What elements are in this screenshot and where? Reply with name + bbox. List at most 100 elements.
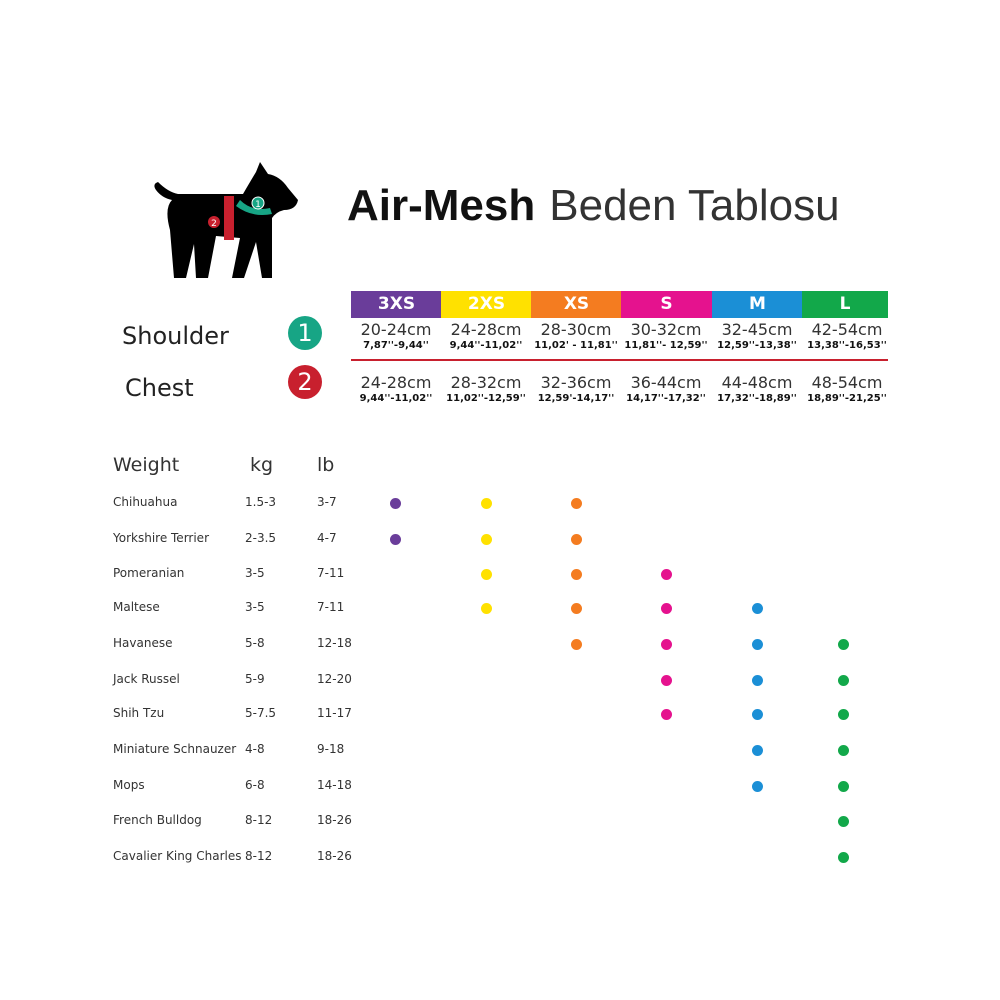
breed-kg: 2-3.5 bbox=[245, 531, 277, 545]
chest-in: 9,44''-11,02'' bbox=[359, 393, 433, 404]
breed-name: Cavalier King Charles bbox=[113, 849, 242, 863]
size-dot-L bbox=[838, 675, 849, 686]
breed-name: Miniature Schnauzer bbox=[113, 742, 237, 756]
shoulder-cm: 28-30cm bbox=[540, 320, 612, 339]
shoulder-badge: 1 bbox=[288, 316, 322, 350]
dog-illustration: 1 2 bbox=[154, 162, 298, 278]
chest-in: 12,59'-14,17'' bbox=[537, 393, 615, 404]
shoulder-in: 9,44''-11,02'' bbox=[449, 340, 523, 351]
chest-in: 17,32''-18,89'' bbox=[717, 393, 797, 404]
breed-kg: 3-5 bbox=[245, 600, 265, 614]
weight-header: Weight bbox=[113, 454, 180, 476]
breed-name: Jack Russel bbox=[113, 672, 180, 686]
size-header-2XS: 2XS bbox=[441, 291, 532, 318]
size-header-3XS: 3XS bbox=[351, 291, 442, 318]
breed-name: Maltese bbox=[113, 600, 160, 614]
shoulder-in: 12,59''-13,38'' bbox=[717, 340, 797, 351]
size-dot-M bbox=[752, 675, 763, 686]
size-dot-L bbox=[838, 852, 849, 863]
size-dot-M bbox=[752, 781, 763, 792]
shoulder-cm: 24-28cm bbox=[450, 320, 522, 339]
chest-cm: 32-36cm bbox=[540, 373, 612, 392]
chest-in: 18,89''-21,25'' bbox=[807, 393, 887, 404]
shoulder-cm: 30-32cm bbox=[630, 320, 702, 339]
size-dot-S bbox=[661, 675, 672, 686]
divider-line bbox=[351, 359, 888, 361]
breed-kg: 5-7.5 bbox=[245, 706, 277, 720]
size-dot-S bbox=[661, 709, 672, 720]
breed-name: French Bulldog bbox=[113, 813, 202, 827]
page-title: Air-Mesh Beden Tablosu bbox=[347, 180, 840, 231]
size-dot-L bbox=[838, 781, 849, 792]
breed-kg: 8-12 bbox=[245, 849, 273, 863]
chest-label: Chest bbox=[125, 374, 194, 402]
size-dot-XS bbox=[571, 569, 582, 580]
chest-cm: 48-54cm bbox=[811, 373, 883, 392]
size-header-S: S bbox=[621, 291, 712, 318]
lb-header: lb bbox=[317, 454, 335, 476]
breed-lb: 12-18 bbox=[317, 636, 352, 650]
size-dot-XS bbox=[571, 534, 582, 545]
chest-cm: 44-48cm bbox=[721, 373, 793, 392]
breed-lb: 18-26 bbox=[317, 813, 352, 827]
svg-text:1: 1 bbox=[255, 200, 261, 210]
breed-name: Pomeranian bbox=[113, 566, 185, 580]
size-dot-3XS bbox=[390, 498, 401, 509]
breed-name: Mops bbox=[113, 778, 145, 792]
breed-lb: 12-20 bbox=[317, 672, 352, 686]
shoulder-in: 11,81''- 12,59'' bbox=[624, 340, 708, 351]
size-dot-3XS bbox=[390, 534, 401, 545]
chest-in: 14,17''-17,32'' bbox=[626, 393, 706, 404]
size-dot-M bbox=[752, 603, 763, 614]
size-header-L: L bbox=[802, 291, 888, 318]
size-dot-L bbox=[838, 639, 849, 650]
shoulder-cm: 42-54cm bbox=[811, 320, 883, 339]
breed-kg: 1.5-3 bbox=[245, 495, 277, 509]
size-dot-XS bbox=[571, 603, 582, 614]
size-dot-2XS bbox=[481, 569, 492, 580]
shoulder-in: 11,02' - 11,81'' bbox=[534, 340, 618, 351]
size-dot-M bbox=[752, 745, 763, 756]
breed-lb: 7-11 bbox=[317, 566, 345, 580]
breed-name: Shih Tzu bbox=[113, 706, 165, 720]
chest-cm: 28-32cm bbox=[450, 373, 522, 392]
chest-cm: 36-44cm bbox=[630, 373, 702, 392]
breed-lb: 4-7 bbox=[317, 531, 337, 545]
size-header-M: M bbox=[712, 291, 803, 318]
breed-lb: 9-18 bbox=[317, 742, 345, 756]
chest-cm: 24-28cm bbox=[360, 373, 432, 392]
breed-kg: 8-12 bbox=[245, 813, 273, 827]
title-light: Beden Tablosu bbox=[549, 181, 840, 230]
size-header-XS: XS bbox=[531, 291, 622, 318]
size-dot-L bbox=[838, 709, 849, 720]
size-dot-S bbox=[661, 603, 672, 614]
breed-name: Chihuahua bbox=[113, 495, 178, 509]
breed-lb: 7-11 bbox=[317, 600, 345, 614]
breed-kg: 5-8 bbox=[245, 636, 265, 650]
size-dot-M bbox=[752, 639, 763, 650]
breed-lb: 14-18 bbox=[317, 778, 352, 792]
shoulder-in: 7,87''-9,44'' bbox=[363, 340, 429, 351]
size-dot-L bbox=[838, 816, 849, 827]
shoulder-cm: 20-24cm bbox=[360, 320, 432, 339]
breed-lb: 11-17 bbox=[317, 706, 352, 720]
size-dot-S bbox=[661, 639, 672, 650]
size-dot-L bbox=[838, 745, 849, 756]
breed-lb: 18-26 bbox=[317, 849, 352, 863]
breed-lb: 3-7 bbox=[317, 495, 337, 509]
size-dot-2XS bbox=[481, 498, 492, 509]
svg-text:2: 2 bbox=[211, 219, 217, 229]
breed-kg: 5-9 bbox=[245, 672, 265, 686]
shoulder-cm: 32-45cm bbox=[721, 320, 793, 339]
kg-header: kg bbox=[250, 454, 274, 476]
size-dot-M bbox=[752, 709, 763, 720]
chest-badge: 2 bbox=[288, 365, 322, 399]
breed-kg: 4-8 bbox=[245, 742, 265, 756]
title-bold: Air-Mesh bbox=[347, 181, 536, 230]
breed-kg: 6-8 bbox=[245, 778, 265, 792]
size-dot-2XS bbox=[481, 603, 492, 614]
shoulder-in: 13,38''-16,53'' bbox=[807, 340, 887, 351]
breed-name: Havanese bbox=[113, 636, 173, 650]
size-dot-S bbox=[661, 569, 672, 580]
size-dot-2XS bbox=[481, 534, 492, 545]
